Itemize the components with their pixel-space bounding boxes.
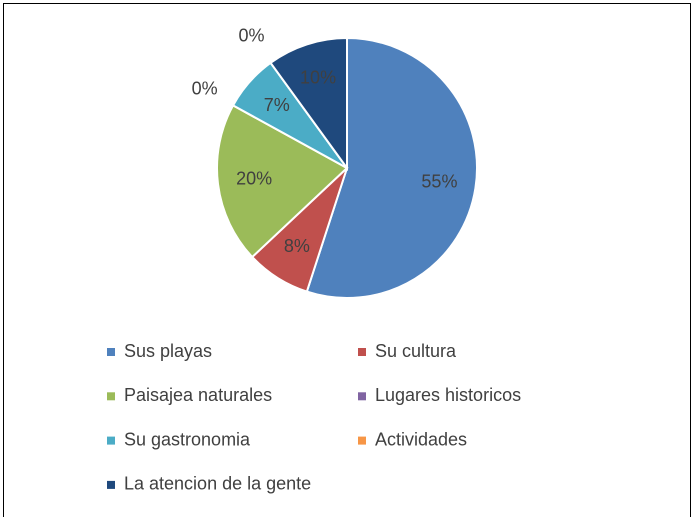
legend-swatch — [358, 348, 366, 356]
data-label: 55% — [421, 171, 457, 191]
legend-swatch — [107, 480, 115, 489]
data-label: 10% — [300, 68, 336, 88]
legend-label: Lugares historicos — [375, 385, 521, 405]
pie-slice — [305, 36, 478, 299]
legend-label: Sus playas — [124, 341, 212, 361]
data-label: 0% — [192, 78, 218, 98]
legend-label: Paisajea naturales — [124, 385, 272, 405]
legend-swatch — [107, 436, 115, 445]
legend-label: Su gastronomia — [124, 429, 251, 449]
legend-label: La atencion de la gente — [124, 474, 311, 494]
data-label: 8% — [284, 236, 310, 256]
legend-swatch — [358, 392, 366, 401]
data-label: 0% — [238, 25, 264, 45]
data-label: 7% — [264, 95, 290, 115]
data-label: 20% — [236, 168, 272, 188]
pie-slice — [269, 36, 348, 172]
legend-swatch — [107, 348, 115, 356]
legend-label: Su cultura — [375, 341, 457, 361]
pie-slice — [216, 104, 349, 259]
legend-label: Actividades — [375, 429, 467, 449]
legend-swatch — [107, 392, 115, 401]
legend-swatch — [358, 436, 366, 445]
